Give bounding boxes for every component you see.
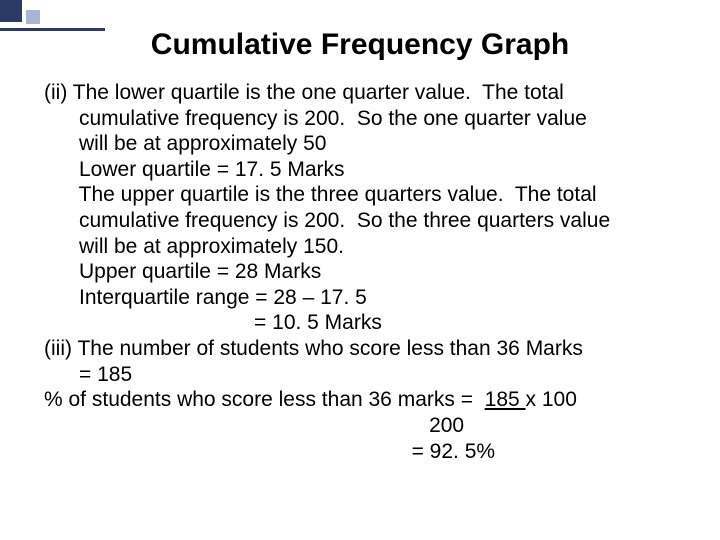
slide-content: Cumulative Frequency Graph (ii) The lowe… bbox=[0, 0, 720, 464]
body-line: cumulative frequency is 200. So the one … bbox=[44, 106, 676, 132]
body-line: = 185 bbox=[44, 362, 676, 388]
fraction-suffix: x 100 bbox=[526, 388, 577, 411]
body-line: = 92. 5% bbox=[44, 439, 676, 465]
body-line: Interquartile range = 28 – 17. 5 bbox=[44, 285, 676, 311]
body-line: Upper quartile = 28 Marks bbox=[44, 259, 676, 285]
body-line: The upper quartile is the three quarters… bbox=[44, 182, 676, 208]
slide-corner-decoration bbox=[0, 0, 110, 36]
body-line: will be at approximately 50 bbox=[44, 131, 676, 157]
deco-bar bbox=[0, 28, 105, 31]
fraction-prefix: % of students who score less than 36 mar… bbox=[44, 388, 485, 411]
deco-square-light bbox=[26, 10, 40, 24]
body-line: 200 bbox=[44, 413, 676, 439]
body-line: Lower quartile = 17. 5 Marks bbox=[44, 157, 676, 183]
slide-body: (ii) The lower quartile is the one quart… bbox=[44, 80, 676, 464]
body-line: (ii) The lower quartile is the one quart… bbox=[44, 80, 676, 106]
body-line: = 10. 5 Marks bbox=[44, 310, 676, 336]
body-line: % of students who score less than 36 mar… bbox=[44, 387, 676, 413]
body-line: (iii) The number of students who score l… bbox=[44, 336, 676, 362]
slide-title: Cumulative Frequency Graph bbox=[44, 28, 676, 62]
body-line: cumulative frequency is 200. So the thre… bbox=[44, 208, 676, 234]
fraction-numerator: 185 bbox=[485, 388, 526, 411]
body-line: will be at approximately 150. bbox=[44, 234, 676, 260]
deco-square-dark bbox=[0, 0, 22, 22]
